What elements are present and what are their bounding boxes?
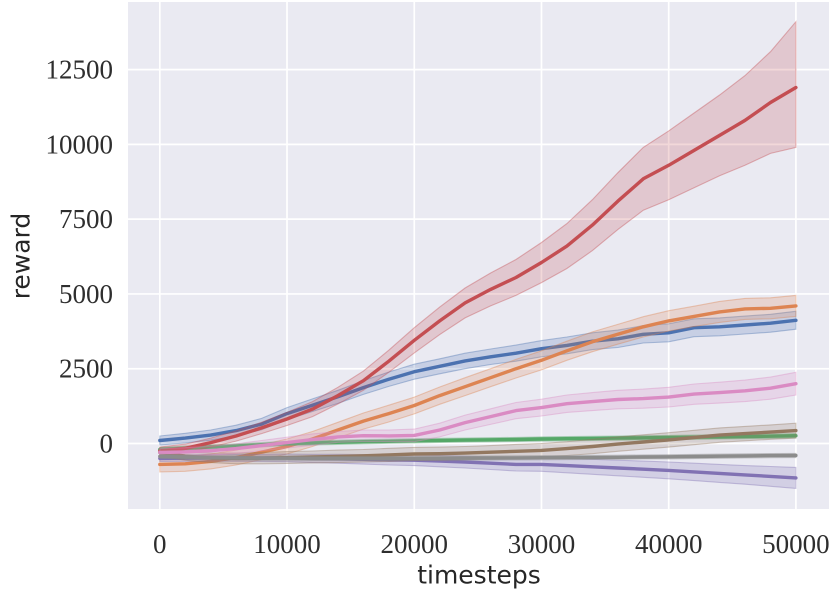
series-line-pink: [158, 382, 798, 455]
confidence-band-brown: [159, 422, 797, 465]
x-tick-label: 0: [153, 529, 167, 559]
y-tick-label: 5000: [59, 279, 113, 309]
series-line-blue: [158, 318, 798, 443]
x-tick-label: 30000: [508, 529, 576, 559]
bottom-margin-mask: [0, 509, 830, 596]
y-tick-label: 2500: [59, 354, 113, 384]
top-margin-mask: [0, 0, 830, 2]
left-margin-mask: [0, 0, 128, 596]
y-tick-label: 10000: [46, 129, 114, 159]
plot-background: [128, 2, 829, 509]
x-axis-label: timesteps: [417, 560, 541, 590]
x-tick-label: 10000: [253, 529, 321, 559]
y-tick-label: 0: [100, 428, 114, 458]
series-line-orange: [158, 304, 798, 467]
y-tick-label: 12500: [46, 55, 114, 85]
x-tick-label: 50000: [762, 529, 830, 559]
x-tick-label: 20000: [381, 529, 449, 559]
confidence-band-red: [159, 20, 797, 456]
confidence-band-pink: [159, 371, 797, 457]
series-line-red: [158, 85, 798, 453]
y-tick-label: 7500: [59, 204, 113, 234]
x-tick-label: 40000: [635, 529, 703, 559]
y-axis-label: reward: [6, 212, 36, 300]
series-line-gray: [158, 453, 798, 461]
